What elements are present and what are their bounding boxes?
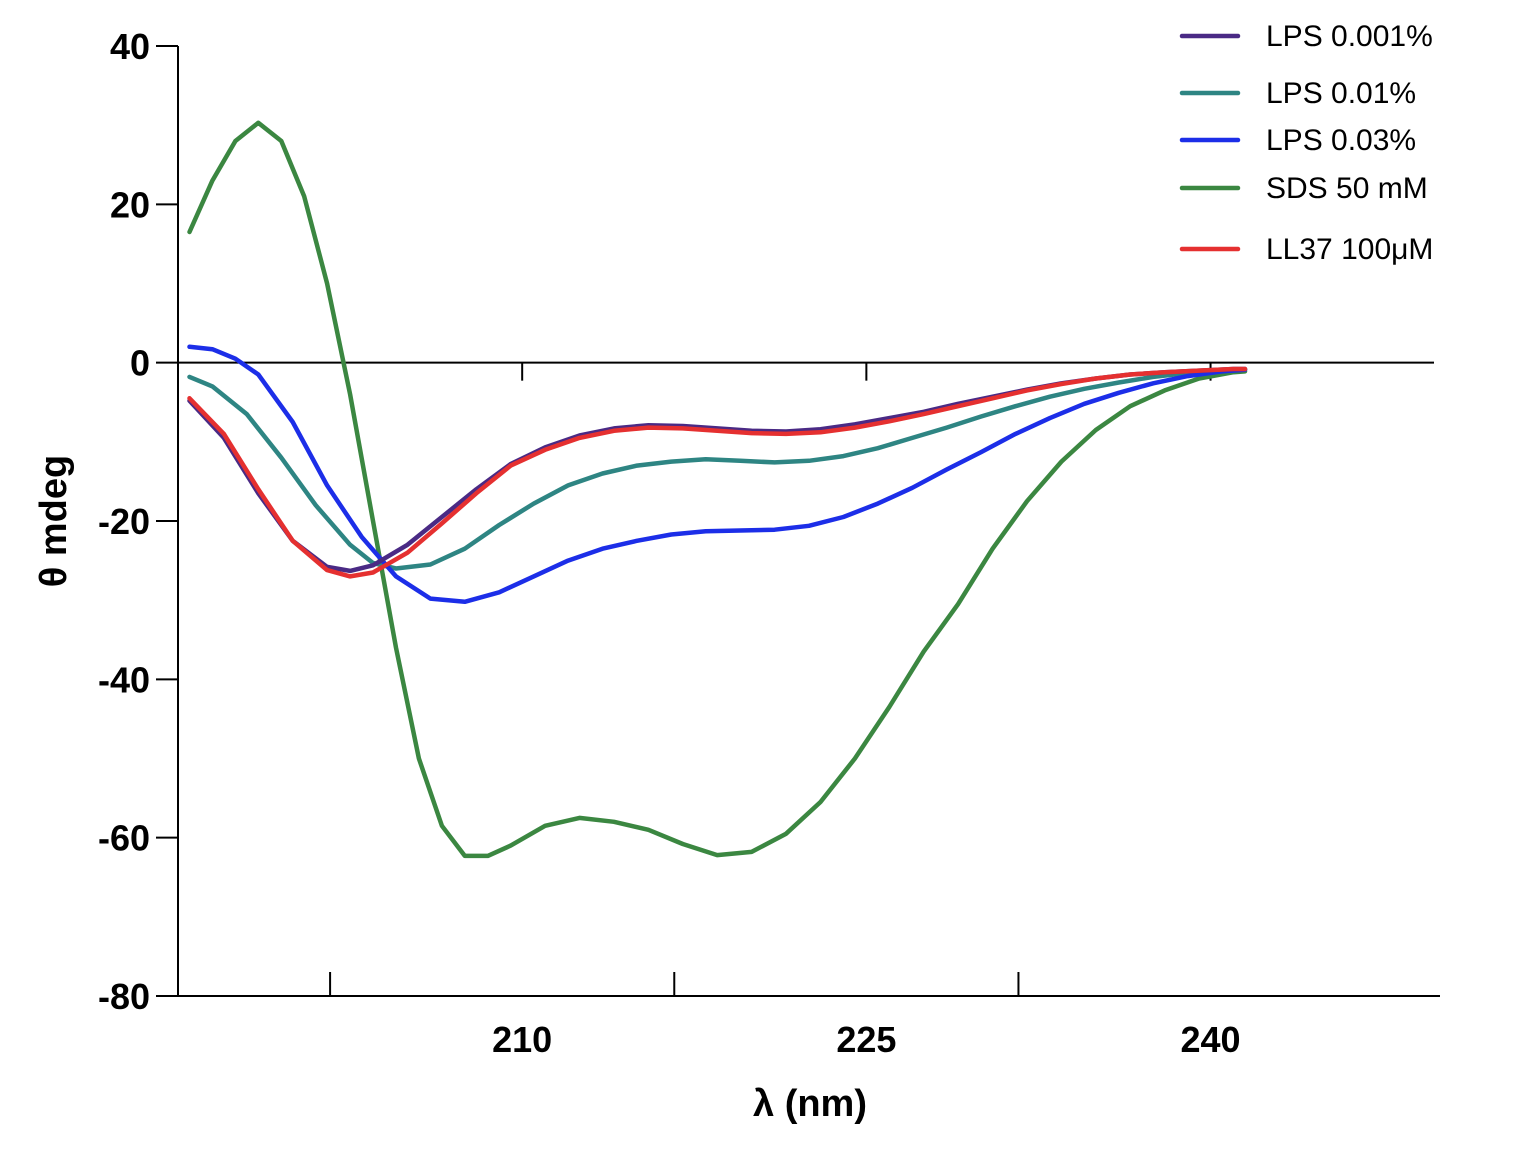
series-line-2	[187, 344, 1248, 605]
y-tick-label: -20	[98, 501, 150, 542]
y-tick-label: -40	[98, 659, 150, 700]
legend-label: SDS 50 mM	[1266, 172, 1428, 205]
legend: LPS 0.001% LPS 0.01% LPS 0.03% SDS 50 mM LL3…	[1179, 20, 1433, 266]
series-lines	[187, 120, 1248, 859]
legend-label: LPS 0.03%	[1266, 124, 1416, 157]
legend-label: LPS 0.01%	[1266, 77, 1416, 110]
y-axis-title: θ mdeg	[33, 455, 75, 587]
y-tick-label: 40	[110, 26, 150, 67]
y-tick-label: 0	[130, 343, 150, 384]
x-tick-label: 210	[492, 1019, 552, 1060]
y-tick-label: 20	[110, 184, 150, 225]
x-axis-title: λ (nm)	[753, 1083, 867, 1125]
y-tick-label: -80	[98, 976, 150, 1017]
series-line-1	[187, 367, 1248, 571]
y-tick-label: -60	[98, 818, 150, 859]
series-line-4	[187, 366, 1248, 579]
axes: 40 20 0 -20 -40 -60 -80 210 225 240	[98, 26, 1440, 1060]
x-tick-label: 240	[1181, 1019, 1241, 1060]
legend-label: LL37 100μM	[1266, 233, 1433, 266]
legend-label: LPS 0.001%	[1266, 20, 1433, 53]
series-line-3	[187, 120, 1248, 859]
x-tick-label: 225	[836, 1019, 896, 1060]
